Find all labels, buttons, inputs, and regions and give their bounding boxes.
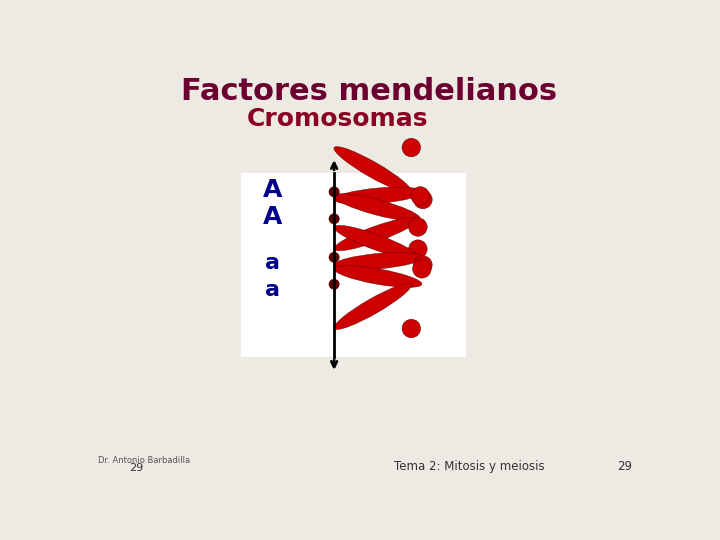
Ellipse shape: [402, 138, 420, 157]
Ellipse shape: [334, 225, 418, 259]
Text: Dr. Antonio Barbadilla: Dr. Antonio Barbadilla: [98, 456, 190, 465]
Ellipse shape: [402, 319, 420, 338]
Text: Tema 2: Mitosis y meiosis: Tema 2: Mitosis y meiosis: [395, 460, 545, 473]
Ellipse shape: [334, 187, 423, 204]
Ellipse shape: [413, 256, 432, 274]
Text: a: a: [265, 280, 279, 300]
Ellipse shape: [334, 217, 418, 251]
Ellipse shape: [334, 284, 412, 329]
Ellipse shape: [334, 266, 422, 287]
Ellipse shape: [408, 218, 427, 237]
Bar: [241, 173, 466, 357]
Ellipse shape: [329, 186, 340, 197]
Text: 29: 29: [130, 463, 143, 473]
Text: A: A: [262, 205, 282, 229]
Text: 29: 29: [618, 460, 632, 473]
Ellipse shape: [413, 260, 431, 278]
Ellipse shape: [334, 194, 420, 221]
Ellipse shape: [329, 252, 340, 262]
Text: A: A: [262, 178, 282, 201]
Ellipse shape: [408, 240, 427, 258]
Ellipse shape: [329, 213, 340, 224]
Text: Factores mendelianos: Factores mendelianos: [181, 77, 557, 106]
Ellipse shape: [411, 187, 430, 205]
Ellipse shape: [413, 190, 432, 209]
Ellipse shape: [329, 279, 340, 289]
Ellipse shape: [334, 146, 412, 193]
Ellipse shape: [334, 253, 423, 270]
Text: a: a: [265, 253, 279, 273]
Text: Cromosomas: Cromosomas: [247, 107, 428, 131]
